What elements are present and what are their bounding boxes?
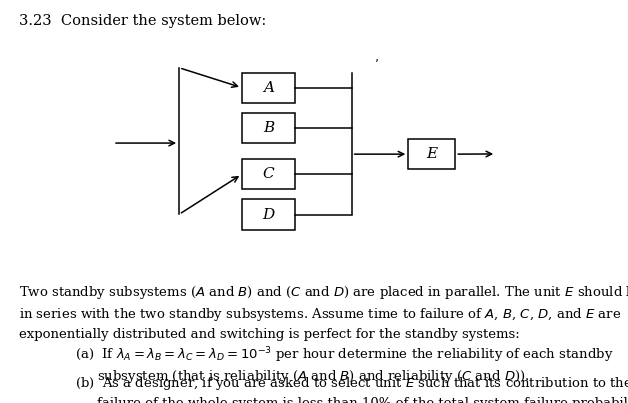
Text: 3.23  Consider the system below:: 3.23 Consider the system below: — [19, 14, 266, 28]
Bar — [242, 73, 295, 103]
Text: (b)  As a designer, if you are asked to select unit $E$ such that its contributi: (b) As a designer, if you are asked to s… — [75, 375, 628, 392]
Bar — [242, 159, 295, 189]
Text: (a)  If $\lambda_A=\lambda_B=\lambda_C=\lambda_D=10^{-3}$ per hour determine the: (a) If $\lambda_A=\lambda_B=\lambda_C=\l… — [75, 346, 614, 366]
Text: ʼ: ʼ — [375, 58, 379, 71]
Text: D: D — [263, 208, 274, 222]
Text: in series with the two standby subsystems. Assume time to failure of $A$, $B$, $: in series with the two standby subsystem… — [19, 306, 621, 323]
Bar — [242, 113, 295, 143]
Text: B: B — [263, 121, 274, 135]
Text: A: A — [263, 81, 274, 95]
Text: failure of the whole system is less than 10% of the total system failure probabi: failure of the whole system is less than… — [97, 397, 628, 403]
Text: Two standby subsystems ($A$ and $B$) and ($C$ and $D$) are placed in parallel. T: Two standby subsystems ($A$ and $B$) and… — [19, 284, 628, 301]
Bar — [242, 199, 295, 230]
Text: C: C — [263, 167, 274, 181]
Text: subsystem (that is reliability ($A$ and $B$) and reliability ($C$ and $D$)).: subsystem (that is reliability ($A$ and … — [97, 368, 530, 385]
Text: E: E — [426, 147, 437, 161]
Text: exponentially distributed and switching is perfect for the standby systems:: exponentially distributed and switching … — [19, 328, 519, 341]
Bar — [408, 139, 455, 169]
